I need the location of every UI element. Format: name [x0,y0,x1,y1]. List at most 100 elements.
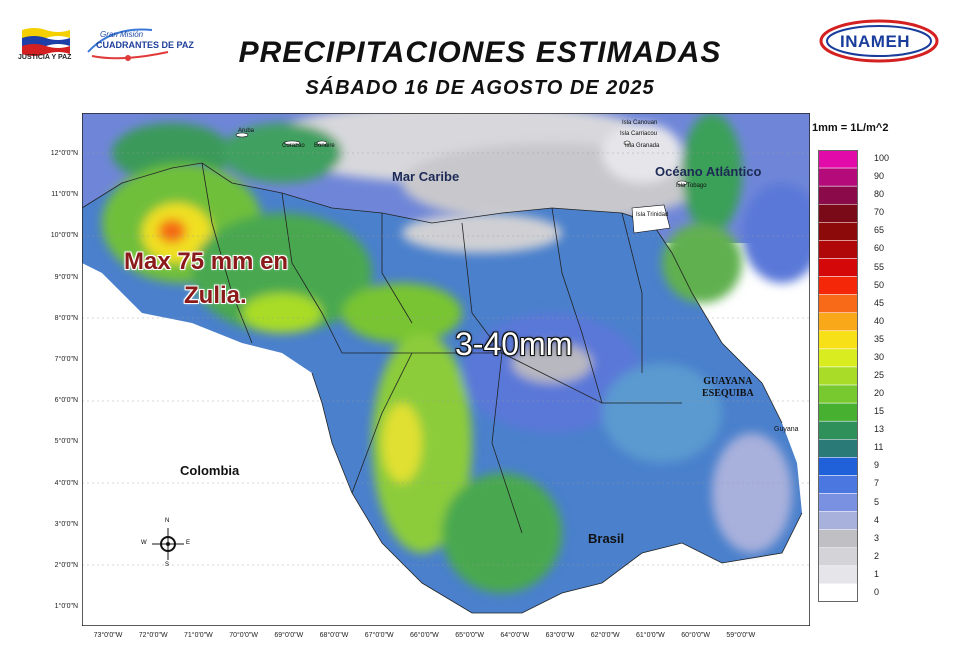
label-guayana-esequiba: GUAYANA ESEQUIBA [702,376,754,400]
legend-swatch-55 [818,258,858,277]
lat-label: 2°0'0"N [54,562,78,569]
lat-label: 11°0'0"N [51,191,78,199]
lon-label: 68°0'0"W [319,632,349,639]
legend-swatch-4 [818,511,858,530]
lat-label: 6°0'0"N [54,397,78,405]
lat-label: 1°0'0"N [54,603,78,611]
lat-label: 9°0'0"N [54,273,78,281]
lon-label: 63°0'0"W [545,632,575,639]
brasil-area [522,543,810,626]
label-guyana: Guyana [774,426,799,433]
compass-rose-icon [152,528,184,560]
legend-label-1: 1 [874,568,880,579]
legend-swatch-65 [818,222,858,241]
legend-labels: 100 90 80 70 65 60 55 50 45 40 35 30 25 20 15 13 11 9 7 5 4 3… [874,150,898,602]
legend-label-7: 7 [874,478,880,489]
legend-label-30: 30 [874,351,885,362]
colombia-area [82,413,382,626]
legend-swatch-30 [818,348,858,368]
legend-label-2: 2 [874,550,880,561]
label-oceano-atlantico: Océano Atlántico [655,164,762,179]
mision-line1: Gran Misión [100,30,144,39]
label-colombia: Colombia [180,463,240,478]
legend-label-11: 11 [874,442,884,453]
mision-line2: CUADRANTES DE PAZ [96,40,194,50]
compass-w: W [141,540,147,546]
map-title: PRECIPITACIONES ESTIMADAS [238,36,722,69]
precipitation-map [82,113,810,626]
legend-swatch-1 [818,565,858,585]
lon-label: 70°0'0"W [229,632,258,639]
legend-swatch-80 [818,185,858,205]
lon-label: 73°0'0"W [93,632,123,639]
legend-label-45: 45 [874,297,885,308]
label-aruba: Aruba [238,128,255,134]
venezuela-flag-logo [22,28,70,56]
map-subtitle: SÁBADO 16 DE AGOSTO DE 2025 [305,77,655,99]
legend-border [818,150,858,602]
legend-swatch-60 [818,240,858,259]
legend-label-25: 25 [874,370,885,380]
legend-label-90: 90 [874,171,885,182]
lon-label: 61°0'0"W [635,632,665,639]
lon-label: 67°0'0"W [364,632,394,639]
legend-swatch-2 [818,547,858,567]
label-bonaire: Bonaire [314,143,335,149]
lon-label: 60°0'0"W [681,632,710,639]
compass-n: N [165,518,170,524]
justicia-y-paz-caption: JUSTICIA Y PAZ [18,54,72,61]
label-canouan: Isla Canouan [622,120,658,126]
legend-label-55: 55 [874,261,885,272]
legend-swatch-0 [818,583,858,602]
label-brasil: Brasil [588,531,625,546]
label-mar-caribe: Mar Caribe [392,169,460,184]
cuadrantes-de-paz-logo [87,28,169,61]
legend-swatch-100 [818,150,858,169]
precipitation-legend: 100 90 80 70 65 60 55 50 45 40 35 30 25 20 15 13 11 9 7 5 4 3… [818,150,889,602]
legend-swatch-70 [818,203,858,223]
legend-label-70: 70 [874,207,885,218]
legend-label-50: 50 [874,279,885,290]
legend-label-60: 60 [874,243,885,254]
legend-swatch-7 [818,475,858,494]
legend-swatch-3 [818,529,858,549]
legend-swatch-9 [818,457,858,476]
legend-label-5: 5 [874,496,880,507]
legend-swatch-11 [818,439,858,458]
legend-label-100: 100 [874,153,890,164]
legend-label-0: 0 [874,586,880,597]
lon-label: 64°0'0"W [500,632,530,639]
label-trinidad: Isla Trinidad [636,212,669,218]
legend-swatch-45 [818,294,858,313]
legend-swatch-5 [818,493,858,512]
legend-label-3: 3 [874,532,880,543]
legend-unit: 1mm = 1L/m^2 [812,122,889,134]
legend-swatch-25 [818,366,858,386]
legend-label-80: 80 [874,189,885,200]
lat-label: 3°0'0"N [54,520,78,528]
legend-label-40: 40 [874,315,885,326]
inameh-logo [819,19,939,63]
lon-label: 65°0'0"W [455,632,484,639]
lat-label: 5°0'0"N [54,438,78,446]
legend-label-65: 65 [874,225,885,236]
label-curazao: Curazao [282,143,305,149]
legend-label-15: 15 [874,406,885,417]
legend-label-9: 9 [874,460,880,471]
label-max-line1: Max 75 mm en [124,248,289,275]
lat-label: 10°0'0"N [50,232,78,240]
label-granada: Isla Granada [625,143,660,149]
label-guayana-line2: ESEQUIBA [702,388,754,399]
legend-label-20: 20 [874,388,885,399]
lon-label: 72°0'0"W [138,632,168,639]
lon-label: 66°0'0"W [409,632,439,639]
lat-label: 7°0'0"N [54,356,78,363]
legend-swatch-40 [818,312,858,332]
compass-e: E [186,540,191,546]
label-range: 3-40mm [455,326,573,362]
lon-label: 59°0'0"W [726,632,756,639]
legend-label-13: 13 [874,424,885,435]
lat-label: 4°0'0"N [54,479,78,487]
legend-swatch-13 [818,420,858,440]
legend-swatch-90 [818,167,858,187]
